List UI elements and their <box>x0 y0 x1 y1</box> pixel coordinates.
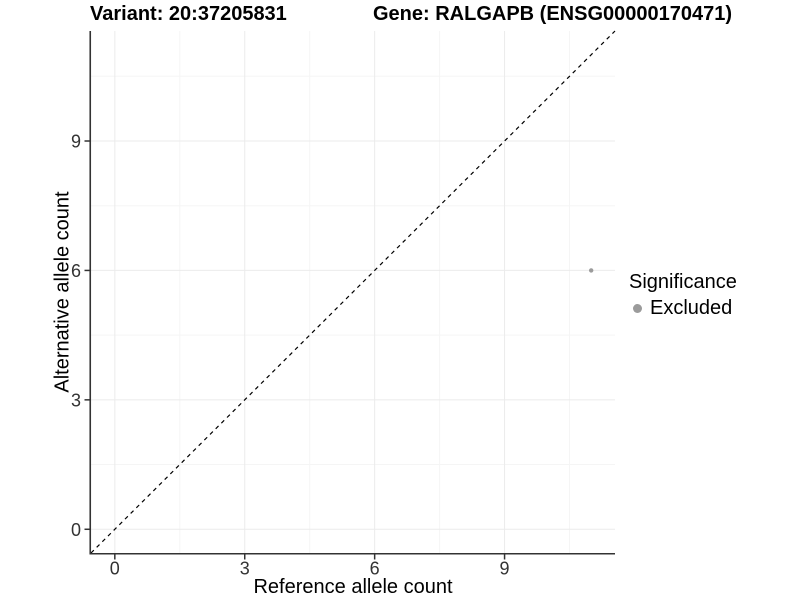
plot-title-variant: Variant: 20:37205831 <box>90 3 287 25</box>
y-axis-title: Alternative allele count <box>51 191 74 393</box>
legend-item-label: Excluded <box>650 297 733 319</box>
x-tick-label: 0 <box>110 559 120 579</box>
y-tick-label: 3 <box>71 390 81 410</box>
legend-item-excluded: Excluded <box>633 297 737 320</box>
data-point <box>588 268 594 273</box>
x-tick-label: 6 <box>370 559 380 579</box>
y-tick-label: 9 <box>71 132 81 152</box>
y-tick-label: 0 <box>71 520 81 540</box>
identity-line <box>90 30 616 554</box>
legend-title: Significance <box>629 271 737 293</box>
axis-lines <box>89 31 615 555</box>
x-axis-title: Reference allele count <box>253 576 453 598</box>
y-tick-label: 6 <box>71 261 81 281</box>
legend-swatch-excluded-icon <box>633 304 642 313</box>
x-tick-label: 3 <box>240 559 250 579</box>
plot-title-gene: Gene: RALGAPB (ENSG00000170471) <box>373 3 733 25</box>
legend: Significance Excluded <box>629 271 737 320</box>
x-tick-label: 9 <box>500 559 510 579</box>
